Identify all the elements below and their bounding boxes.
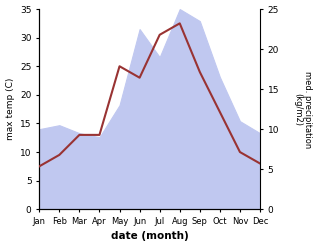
Y-axis label: max temp (C): max temp (C): [5, 78, 15, 140]
Y-axis label: med. precipitation
(kg/m2): med. precipitation (kg/m2): [293, 71, 313, 148]
X-axis label: date (month): date (month): [111, 231, 189, 242]
